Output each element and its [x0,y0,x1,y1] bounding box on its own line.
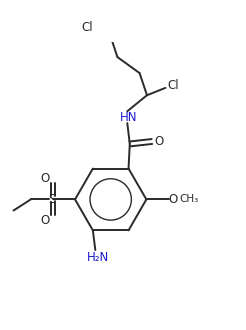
Text: O: O [40,214,50,227]
Text: Cl: Cl [81,20,92,34]
Text: O: O [40,172,50,185]
Text: S: S [48,193,55,206]
Text: H₂N: H₂N [87,251,109,264]
Text: O: O [154,135,163,148]
Text: HN: HN [120,111,137,124]
Text: CH₃: CH₃ [179,194,199,205]
Text: O: O [169,193,178,206]
Text: Cl: Cl [168,80,179,92]
